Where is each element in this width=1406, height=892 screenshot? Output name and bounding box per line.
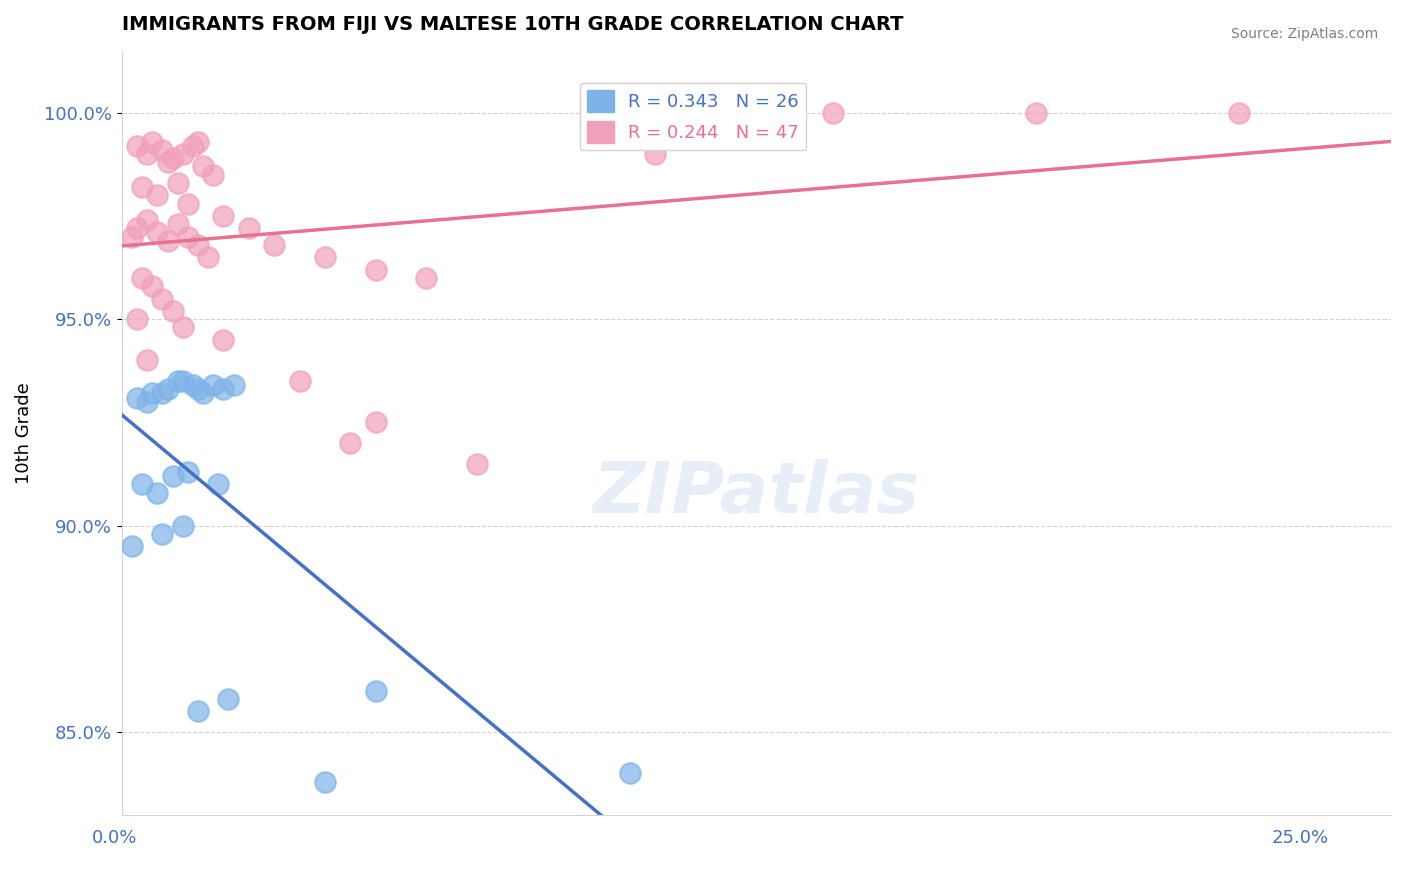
Point xyxy=(207,477,229,491)
Point xyxy=(314,774,336,789)
Point xyxy=(288,374,311,388)
Point xyxy=(156,234,179,248)
Point xyxy=(202,378,225,392)
Text: 25.0%: 25.0% xyxy=(1271,829,1329,847)
Point xyxy=(125,138,148,153)
Point xyxy=(415,271,437,285)
Point xyxy=(131,180,153,194)
Point xyxy=(152,526,174,541)
Point xyxy=(821,105,844,120)
Point xyxy=(152,292,174,306)
Point xyxy=(156,155,179,169)
Point xyxy=(212,382,235,396)
Point xyxy=(465,457,488,471)
Point xyxy=(238,221,260,235)
Point xyxy=(172,147,194,161)
Point xyxy=(222,378,245,392)
Text: IMMIGRANTS FROM FIJI VS MALTESE 10TH GRADE CORRELATION CHART: IMMIGRANTS FROM FIJI VS MALTESE 10TH GRA… xyxy=(122,15,903,34)
Point xyxy=(146,188,169,202)
Point xyxy=(1227,105,1250,120)
Point xyxy=(364,416,387,430)
Point xyxy=(162,469,184,483)
Point xyxy=(141,135,163,149)
Point xyxy=(187,704,209,718)
Point xyxy=(166,217,188,231)
Point xyxy=(166,374,188,388)
Point xyxy=(314,250,336,264)
Point xyxy=(136,394,159,409)
Point xyxy=(619,766,641,780)
Point xyxy=(364,683,387,698)
Point xyxy=(162,304,184,318)
Point xyxy=(217,692,239,706)
Point xyxy=(146,485,169,500)
Point xyxy=(141,279,163,293)
Point xyxy=(364,262,387,277)
Text: Source: ZipAtlas.com: Source: ZipAtlas.com xyxy=(1230,27,1378,41)
Point xyxy=(166,176,188,190)
Point xyxy=(125,221,148,235)
Point xyxy=(136,213,159,227)
Point xyxy=(197,250,219,264)
Point xyxy=(152,143,174,157)
Point xyxy=(146,226,169,240)
Point xyxy=(263,238,285,252)
Point xyxy=(121,229,143,244)
Point xyxy=(125,312,148,326)
Point xyxy=(131,477,153,491)
Point xyxy=(187,382,209,396)
Point xyxy=(177,196,200,211)
Point xyxy=(177,465,200,479)
Point xyxy=(131,271,153,285)
Point xyxy=(1025,105,1047,120)
Y-axis label: 10th Grade: 10th Grade xyxy=(15,382,32,483)
Text: ZIPatlas: ZIPatlas xyxy=(593,459,920,528)
Point xyxy=(172,518,194,533)
Point xyxy=(191,386,214,401)
Point xyxy=(136,353,159,368)
Point xyxy=(720,127,742,141)
Point xyxy=(162,151,184,165)
Point xyxy=(177,229,200,244)
Point xyxy=(152,386,174,401)
Point xyxy=(181,138,204,153)
Point xyxy=(125,391,148,405)
Point xyxy=(202,168,225,182)
Point xyxy=(187,238,209,252)
Point xyxy=(172,374,194,388)
Point xyxy=(136,147,159,161)
Point xyxy=(212,209,235,223)
Point xyxy=(644,147,666,161)
Point xyxy=(181,378,204,392)
Point xyxy=(339,436,361,450)
Legend: R = 0.343   N = 26, R = 0.244   N = 47: R = 0.343 N = 26, R = 0.244 N = 47 xyxy=(579,83,806,150)
Point xyxy=(191,160,214,174)
Text: 0.0%: 0.0% xyxy=(91,829,136,847)
Point xyxy=(172,320,194,334)
Point xyxy=(121,539,143,553)
Point xyxy=(141,386,163,401)
Point xyxy=(187,135,209,149)
Point xyxy=(212,333,235,347)
Point xyxy=(156,382,179,396)
